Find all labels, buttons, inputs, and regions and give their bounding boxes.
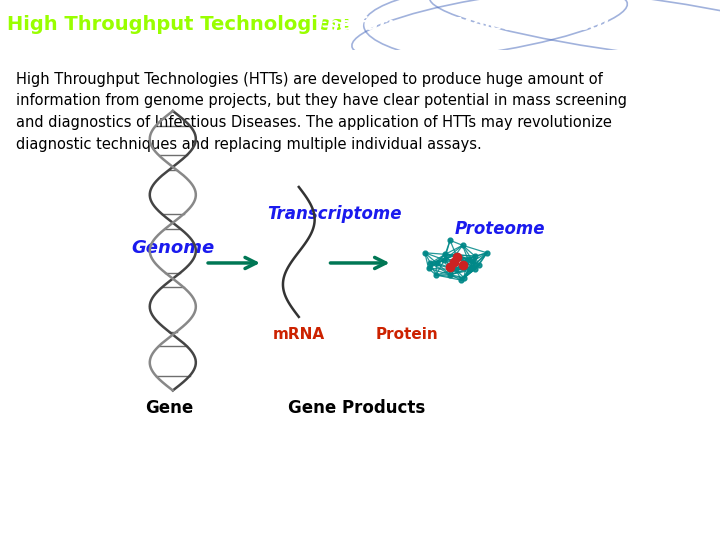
Text: Proteome: Proteome bbox=[455, 220, 546, 238]
Point bbox=[469, 265, 480, 274]
Text: Protein: Protein bbox=[375, 327, 438, 342]
Point bbox=[467, 256, 479, 265]
Text: mRNA: mRNA bbox=[273, 327, 325, 342]
Text: High Throughput Technologies:: High Throughput Technologies: bbox=[7, 15, 351, 35]
Text: Transcriptome: Transcriptome bbox=[268, 205, 402, 223]
Point bbox=[458, 273, 469, 282]
Text: Genome: Genome bbox=[131, 239, 215, 257]
Text: Gene Products: Gene Products bbox=[288, 399, 425, 417]
Point bbox=[425, 259, 436, 267]
Point bbox=[467, 262, 479, 271]
Point bbox=[419, 248, 431, 257]
Point bbox=[464, 265, 475, 273]
Point bbox=[438, 255, 450, 264]
Point bbox=[469, 252, 481, 261]
Point bbox=[444, 271, 456, 279]
Point bbox=[431, 259, 442, 267]
Point bbox=[444, 236, 456, 245]
Point bbox=[439, 250, 451, 259]
Point bbox=[456, 276, 467, 285]
Text: High Throughput Technologies (HTTs) are developed to produce huge amount of
info: High Throughput Technologies (HTTs) are … bbox=[16, 72, 627, 152]
Point bbox=[481, 248, 492, 257]
Point bbox=[462, 254, 474, 263]
Point bbox=[456, 241, 468, 249]
Point bbox=[473, 261, 485, 269]
Point bbox=[450, 250, 462, 259]
Text: The future of Molecular Medicine: The future of Molecular Medicine bbox=[308, 16, 651, 34]
Point bbox=[430, 271, 441, 279]
Point bbox=[450, 265, 462, 274]
Point bbox=[423, 264, 434, 273]
Text: Gene: Gene bbox=[145, 399, 194, 417]
